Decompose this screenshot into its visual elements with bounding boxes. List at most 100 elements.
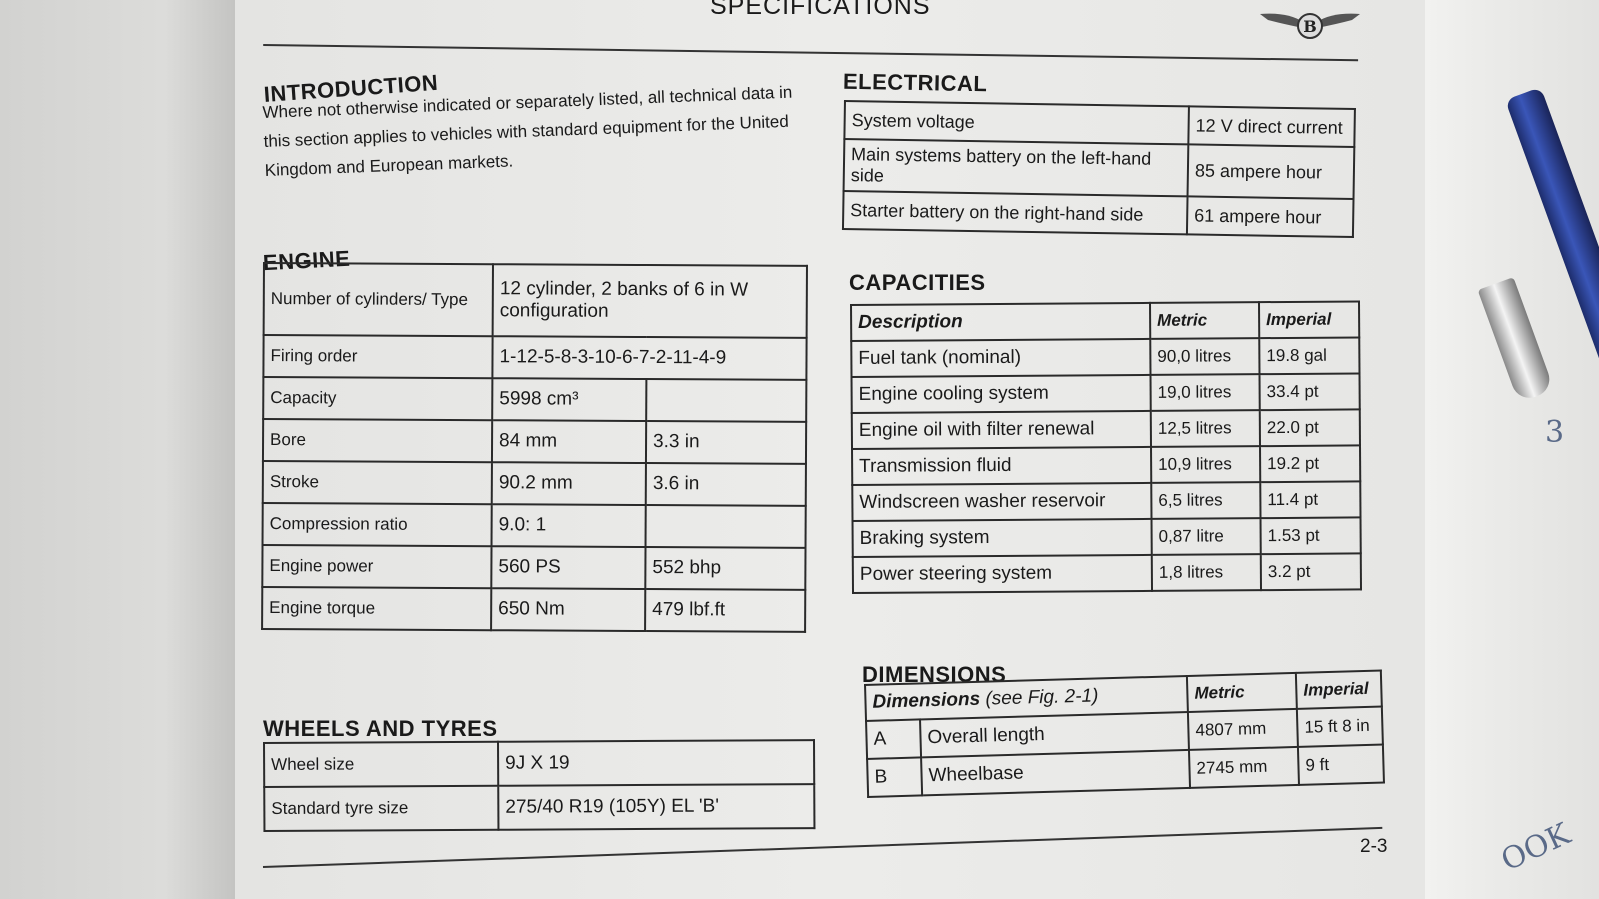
table-header-row: Description Metric Imperial [851, 301, 1360, 341]
table-row: Windscreen washer reservoir 6,5 litres 11.… [852, 481, 1361, 521]
dimensions-table: Dimensions (see Fig. 2-1) Metric Imperia… [864, 670, 1385, 798]
table-row: Compression ratio 9.0: 1 [262, 503, 806, 548]
engine-value: 12 cylinder, 2 banks of 6 in W configura… [492, 264, 807, 338]
table-row: Capacity 5998 cm³ [263, 377, 807, 422]
dimension-metric: 2745 mm [1189, 746, 1300, 788]
engine-imperial: 479 lbf.ft [645, 589, 806, 632]
table-row: Firing order 1-12-5-8-3-10-6-7-2-11-4-9 [263, 335, 807, 380]
dimension-label: Wheelbase [921, 749, 1191, 796]
engine-imperial [645, 505, 806, 548]
table-row: Engine torque 650 Nm 479 lbf.ft [262, 587, 806, 632]
capacities-table: Description Metric Imperial Fuel tank (nom… [850, 300, 1362, 594]
table-row: Starter battery on the right-hand side 61… [842, 191, 1354, 238]
dimension-imperial: 15 ft 8 in [1296, 706, 1383, 747]
table-row: Number of cylinders/ Type 12 cylinder, 2 … [263, 263, 807, 338]
page-edge [1425, 0, 1599, 899]
dimension-imperial: 9 ft [1297, 744, 1384, 785]
table-row: Standard tyre size 275/40 R19 (105Y) EL '… [264, 784, 815, 831]
electrical-label: Starter battery on the right-hand side [842, 191, 1188, 235]
dimension-key: B [867, 757, 923, 797]
engine-label: Engine torque [262, 587, 492, 631]
engine-label: Compression ratio [262, 503, 492, 547]
electrical-label: System voltage [844, 101, 1189, 145]
table-row: Wheel size 9J X 19 [264, 740, 815, 787]
engine-value: 650 Nm [491, 588, 646, 632]
engine-label: Bore [262, 419, 493, 463]
capacity-imperial: 19.8 gal [1259, 337, 1360, 375]
capacity-metric: 10,9 litres [1151, 446, 1261, 483]
capacity-imperial: 33.4 pt [1259, 373, 1360, 411]
table-row: Engine oil with filter renewal 12,5 litre… [851, 409, 1360, 449]
capacity-imperial: 19.2 pt [1260, 445, 1361, 483]
capacity-label: Braking system [852, 518, 1152, 557]
electrical-table: System voltage 12 V direct current Main s… [842, 100, 1356, 238]
engine-value: 90.2 mm [491, 462, 646, 506]
engine-label: Firing order [263, 335, 493, 379]
column-header-description: Description [851, 302, 1151, 341]
engine-imperial: 552 bhp [645, 547, 806, 590]
electrical-value: 85 ampere hour [1187, 144, 1355, 200]
capacity-imperial: 3.2 pt [1260, 553, 1362, 591]
table-row: Transmission fluid 10,9 litres 19.2 pt [852, 445, 1361, 485]
wheels-label: Standard tyre size [264, 785, 499, 831]
engine-value: 560 PS [491, 546, 646, 590]
capacity-metric: 12,5 litres [1150, 410, 1261, 447]
wheels-heading: WHEELS AND TYRES [263, 716, 498, 741]
engine-label: Number of cylinders/ Type [263, 263, 493, 337]
engine-value: 9.0: 1 [491, 504, 646, 548]
svg-text:B: B [1303, 17, 1317, 36]
manual-page [235, 0, 1425, 899]
electrical-heading: ELECTRICAL [842, 68, 988, 97]
wheels-table: Wheel size 9J X 19 Standard tyre size 275/… [263, 739, 815, 832]
electrical-value: 12 V direct current [1188, 106, 1355, 148]
capacity-label: Transmission fluid [852, 446, 1152, 485]
engine-imperial: 3.6 in [645, 463, 806, 506]
figure-reference: (see Fig. 2-1) [985, 685, 1099, 710]
engine-label: Stroke [262, 461, 492, 505]
book-gutter [0, 0, 235, 899]
engine-table: Number of cylinders/ Type 12 cylinder, 2 … [261, 262, 808, 633]
table-row: Braking system 0,87 litre 1.53 pt [852, 517, 1361, 557]
capacity-imperial: 11.4 pt [1260, 481, 1361, 519]
capacity-label: Engine cooling system [851, 374, 1151, 413]
engine-imperial: 3.3 in [645, 421, 807, 464]
table-row: Main systems battery on the left-hand si… [843, 139, 1355, 200]
engine-label: Engine power [262, 545, 492, 589]
column-header-metric: Metric [1186, 672, 1297, 712]
capacity-imperial: 1.53 pt [1260, 517, 1361, 555]
capacity-metric: 0,87 litre [1151, 518, 1261, 555]
electrical-label: Main systems battery on the left-hand si… [843, 139, 1189, 197]
dimension-key: A [866, 719, 922, 759]
table-row: Engine cooling system 19,0 litres 33.4 pt [851, 373, 1360, 413]
table-row: Power steering system 1,8 litres 3.2 pt [852, 553, 1362, 593]
page-number: 2-3 [1360, 836, 1388, 857]
engine-value: 1-12-5-8-3-10-6-7-2-11-4-9 [492, 336, 807, 380]
table-row: Engine power 560 PS 552 bhp [262, 545, 806, 590]
capacity-label: Windscreen washer reservoir [852, 482, 1152, 521]
column-header-dimensions: Dimensions [872, 688, 981, 713]
electrical-value: 61 ampere hour [1186, 196, 1354, 238]
dimensions-heading: DIMENSIONS [862, 662, 1007, 687]
wheels-label: Wheel size [264, 741, 499, 787]
capacity-metric: 19,0 litres [1150, 374, 1260, 411]
capacity-metric: 1,8 litres [1151, 554, 1262, 591]
table-row: Stroke 90.2 mm 3.6 in [262, 461, 806, 506]
engine-label: Capacity [263, 377, 493, 421]
wheels-value: 9J X 19 [498, 740, 815, 786]
engine-value: 84 mm [491, 420, 647, 464]
capacity-metric: 90,0 litres [1150, 338, 1260, 375]
capacity-label: Power steering system [852, 554, 1153, 593]
capacity-label: Engine oil with filter renewal [851, 410, 1152, 449]
capacity-metric: 6,5 litres [1151, 482, 1261, 519]
engine-value: 5998 cm³ [492, 378, 647, 422]
capacities-heading: CAPACITIES [849, 270, 986, 295]
column-header-imperial: Imperial [1258, 301, 1360, 339]
table-row: Bore 84 mm 3.3 in [262, 419, 807, 464]
column-header-imperial: Imperial [1295, 670, 1382, 709]
bentley-logo-icon: B [1260, 13, 1360, 39]
engine-imperial [646, 379, 807, 422]
handwritten-mark: 3 [1545, 415, 1565, 450]
dimension-metric: 4807 mm [1187, 708, 1298, 750]
table-row: Fuel tank (nominal) 90,0 litres 19.8 gal [851, 337, 1360, 377]
capacity-imperial: 22.0 pt [1259, 409, 1360, 447]
